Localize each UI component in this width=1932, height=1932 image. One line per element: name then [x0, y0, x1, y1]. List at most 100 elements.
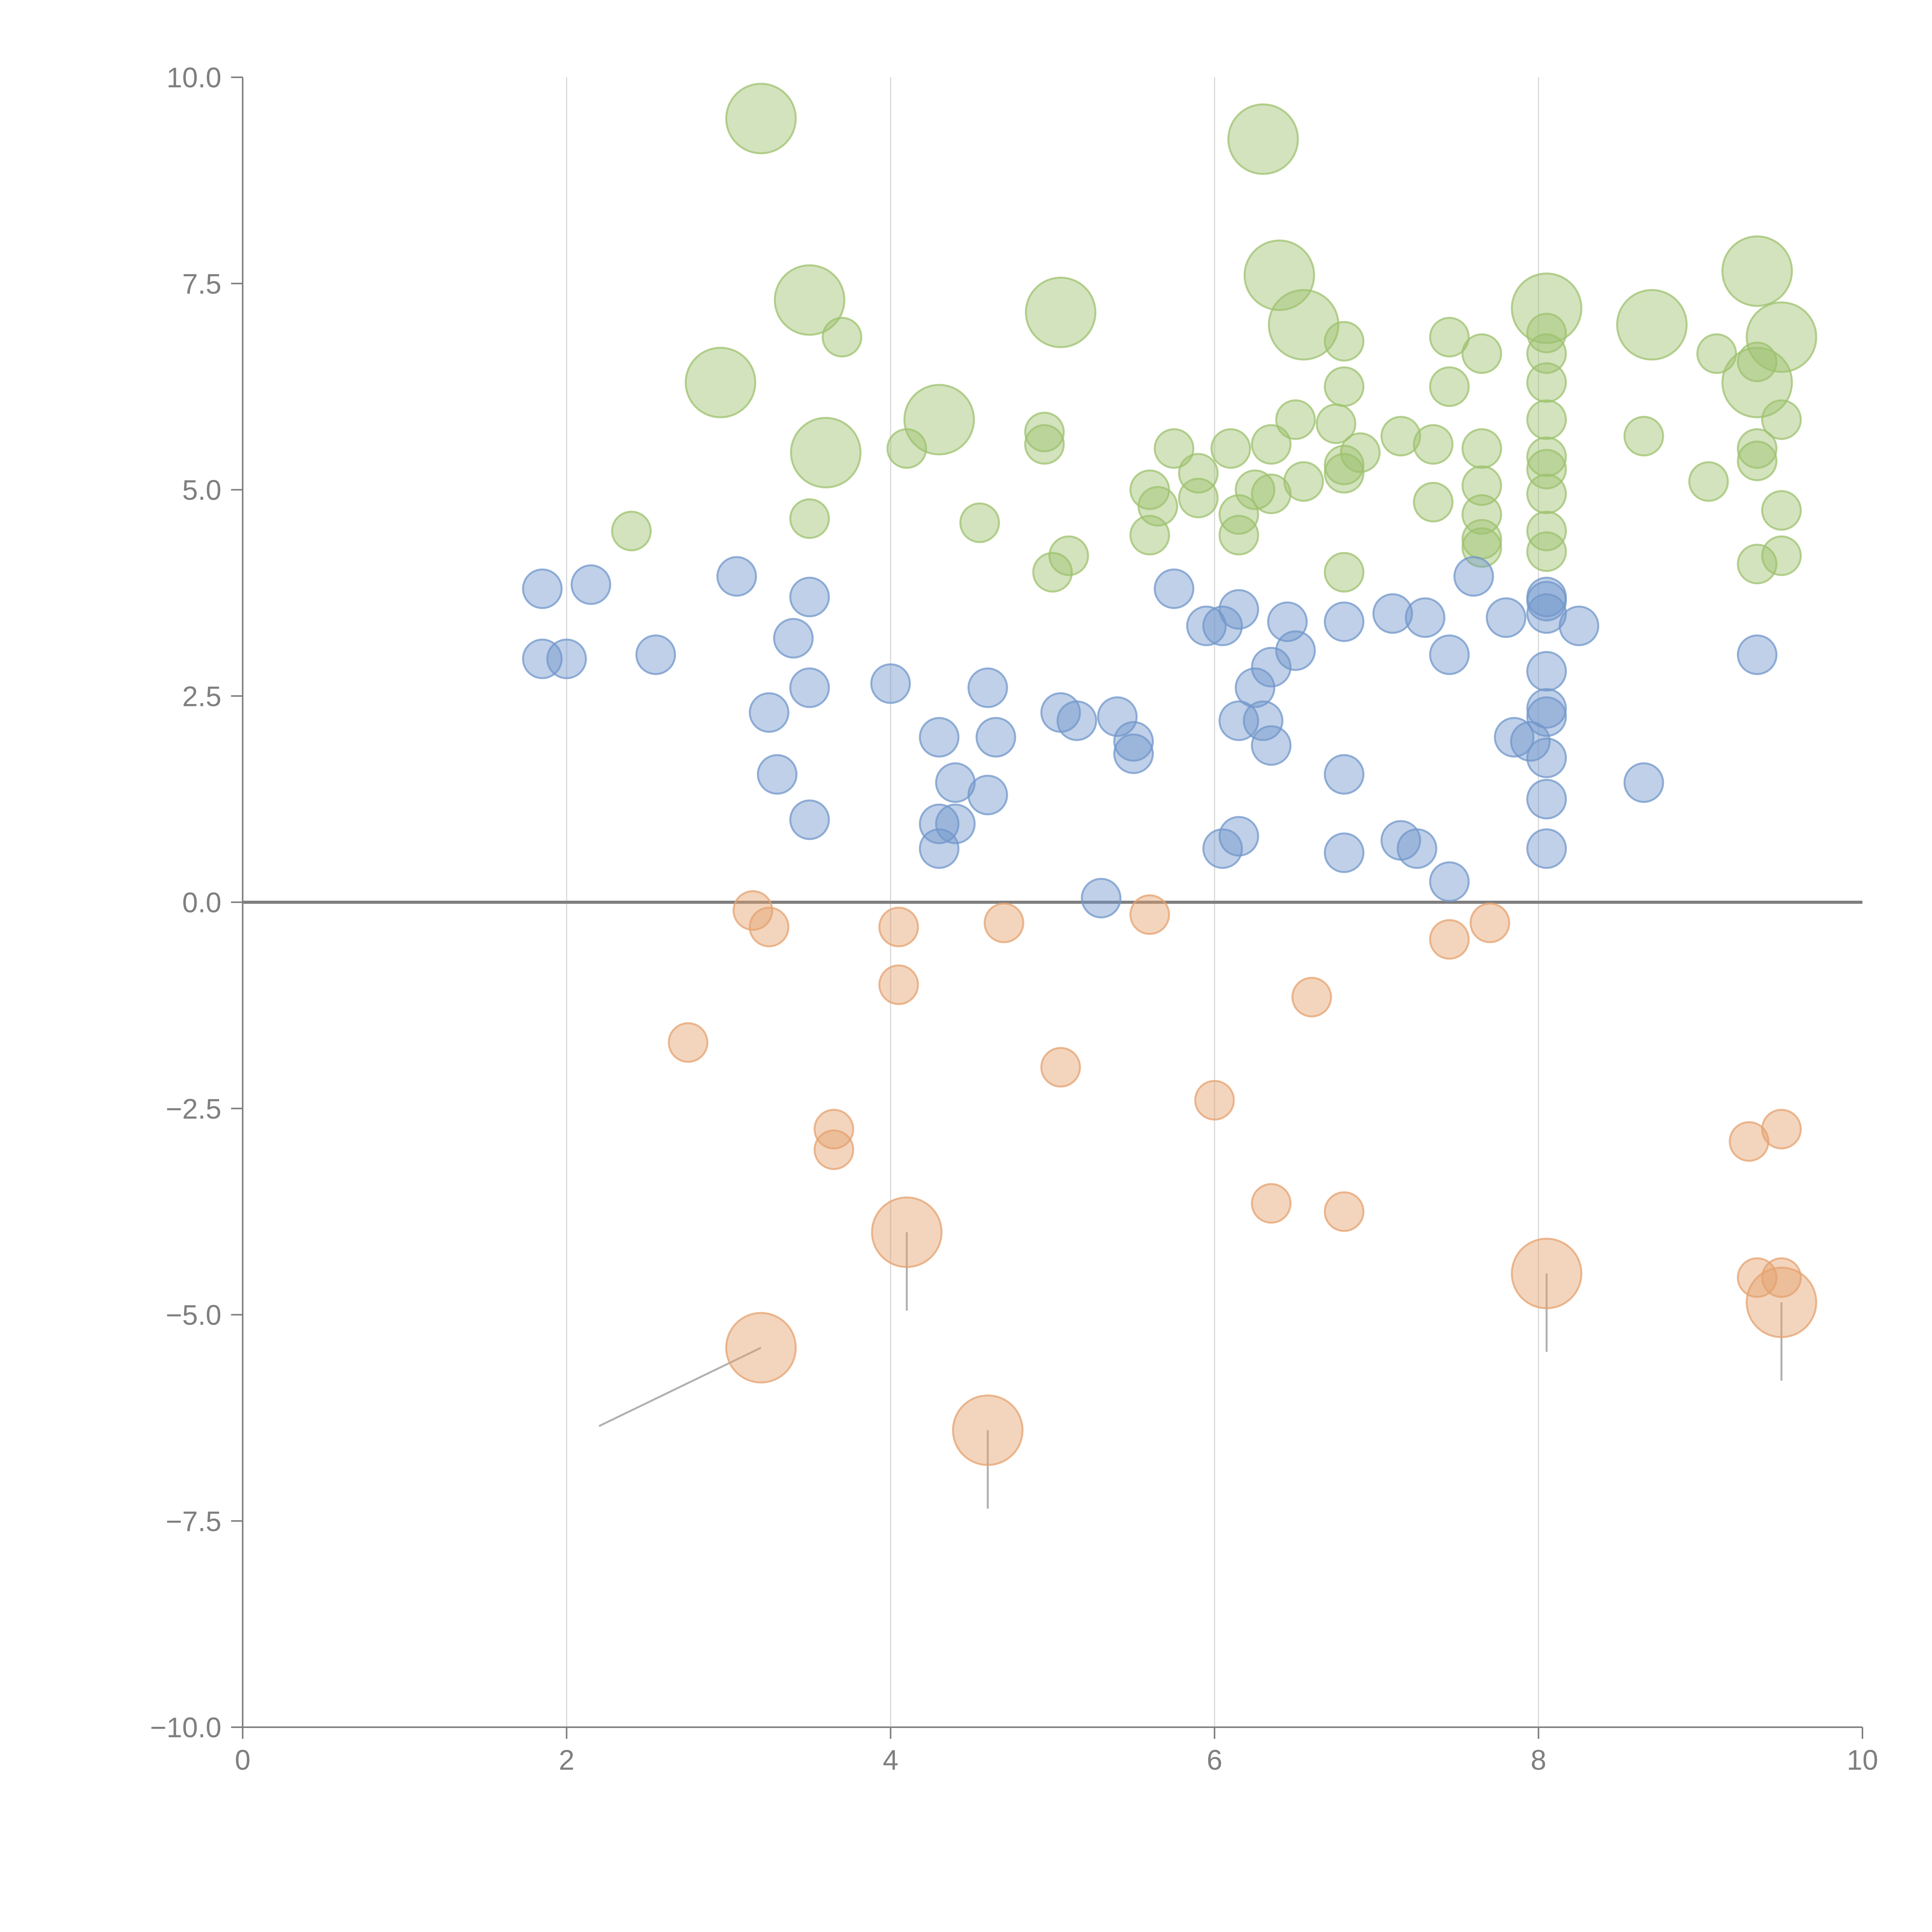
y-tick-label: 0.0 — [182, 887, 221, 918]
data-point-positive-high — [789, 498, 830, 539]
x-tick-label: 10 — [1847, 1745, 1878, 1776]
data-point-positive-high — [1616, 289, 1688, 361]
data-point-positive-high — [1737, 440, 1778, 481]
data-point-positive-low — [1275, 630, 1316, 671]
x-tick-label: 4 — [883, 1745, 898, 1776]
data-point-positive-low — [919, 717, 960, 758]
data-point-positive-high — [1461, 494, 1502, 535]
data-point-positive-high — [1324, 552, 1365, 593]
x-tick-label: 2 — [559, 1745, 575, 1776]
data-point-positive-high — [1129, 515, 1170, 556]
data-point-positive-high — [1324, 453, 1365, 494]
data-point-negative — [1040, 1047, 1081, 1088]
data-point-positive-low — [967, 667, 1008, 708]
data-point-positive-low — [1251, 647, 1292, 688]
y-tick-label: 2.5 — [182, 681, 221, 712]
data-point-positive-low — [919, 803, 960, 844]
data-point-positive-low — [757, 754, 798, 795]
data-point-positive-low — [1494, 717, 1535, 758]
data-point-positive-high — [1429, 366, 1470, 407]
data-point-positive-low — [935, 762, 976, 803]
data-point-positive-low — [1324, 832, 1365, 873]
data-point-positive-low — [1526, 737, 1567, 778]
data-point-negative — [1729, 1121, 1770, 1162]
data-point-positive-high — [1048, 535, 1089, 576]
data-point-positive-low — [1081, 878, 1122, 918]
data-point-positive-high — [1696, 333, 1737, 374]
data-point-positive-low — [919, 828, 960, 869]
data-point-positive-low — [1235, 667, 1276, 708]
data-point-positive-high — [790, 417, 862, 488]
data-point-positive-low — [546, 638, 587, 679]
data-point-positive-high — [725, 83, 797, 155]
x-axis-ticks: 0 2 4 6 8 10 — [235, 1727, 1878, 1776]
data-point-positive-high — [1526, 473, 1567, 514]
data-point-positive-high — [1761, 490, 1802, 531]
y-tick-label: −10.0 — [150, 1712, 221, 1743]
data-point-positive-high — [1235, 469, 1276, 510]
data-point-positive-low — [1218, 816, 1259, 857]
data-point-positive-low — [975, 717, 1016, 758]
data-point-negative — [1324, 1191, 1365, 1232]
data-point-negative — [878, 906, 919, 947]
data-point-positive-high — [1275, 399, 1316, 440]
data-point-positive-low — [773, 618, 814, 659]
data-point-positive-high — [1324, 444, 1365, 485]
x-tick-label: 0 — [235, 1745, 251, 1776]
data-point-positive-high — [1380, 416, 1421, 457]
data-point-positive-high — [1526, 333, 1567, 374]
data-point-positive-high — [1745, 301, 1817, 373]
data-point-positive-high — [1024, 412, 1065, 452]
y-tick-label: 5.0 — [182, 475, 221, 506]
data-point-positive-high — [1623, 416, 1664, 457]
data-point-positive-high — [1413, 482, 1454, 523]
data-point-positive-high — [1688, 461, 1729, 502]
data-point-negative — [871, 1196, 943, 1268]
data-point-positive-high — [1024, 424, 1065, 465]
data-point-positive-low — [1623, 762, 1664, 803]
data-point-positive-high — [1737, 544, 1778, 585]
data-point-positive-high — [1032, 552, 1073, 593]
data-point-positive-low — [1218, 589, 1259, 630]
data-point-positive-low — [1737, 634, 1778, 675]
connector-line — [599, 1347, 762, 1427]
data-point-positive-low — [1526, 581, 1567, 622]
data-point-positive-low — [1526, 828, 1567, 869]
data-point-negative — [1251, 1183, 1292, 1224]
data-point-positive-low — [789, 667, 830, 708]
data-point-positive-low — [870, 663, 911, 704]
data-point-negative — [1129, 894, 1170, 935]
data-point-positive-low — [1526, 696, 1567, 737]
data-point-positive-high — [886, 428, 927, 469]
data-point-positive-low — [1324, 601, 1365, 642]
data-point-positive-high — [1761, 535, 1802, 576]
y-tick-label: 10.0 — [167, 62, 221, 94]
data-point-positive-high — [959, 502, 1000, 543]
data-point-negative — [813, 1109, 854, 1150]
data-point-positive-low — [1486, 597, 1527, 638]
data-point-positive-high — [1526, 510, 1567, 551]
data-point-positive-low — [522, 638, 563, 679]
data-point-positive-low — [967, 774, 1008, 815]
data-point-positive-high — [1025, 276, 1097, 348]
data-point-positive-high — [1268, 289, 1340, 361]
data-point-positive-low — [1056, 700, 1097, 741]
data-point-positive-low — [1558, 605, 1599, 646]
data-point-positive-low — [1202, 605, 1243, 646]
data-point-positive-high — [1737, 428, 1778, 469]
data-point-positive-low — [1429, 861, 1470, 902]
data-points — [522, 83, 1817, 1466]
data-point-positive-low — [1202, 828, 1243, 869]
data-point-positive-low — [716, 556, 757, 597]
y-tick-label: −7.5 — [166, 1506, 221, 1537]
data-point-negative — [1291, 977, 1332, 1018]
data-point-negative — [1194, 1080, 1235, 1121]
data-point-positive-high — [1429, 317, 1470, 358]
data-point-positive-low — [522, 568, 563, 609]
data-point-negative — [1761, 1109, 1802, 1150]
data-point-positive-high — [1526, 436, 1567, 477]
data-point-positive-low — [1251, 725, 1292, 766]
data-point-positive-low — [1218, 700, 1259, 741]
data-point-positive-high — [1526, 399, 1567, 440]
